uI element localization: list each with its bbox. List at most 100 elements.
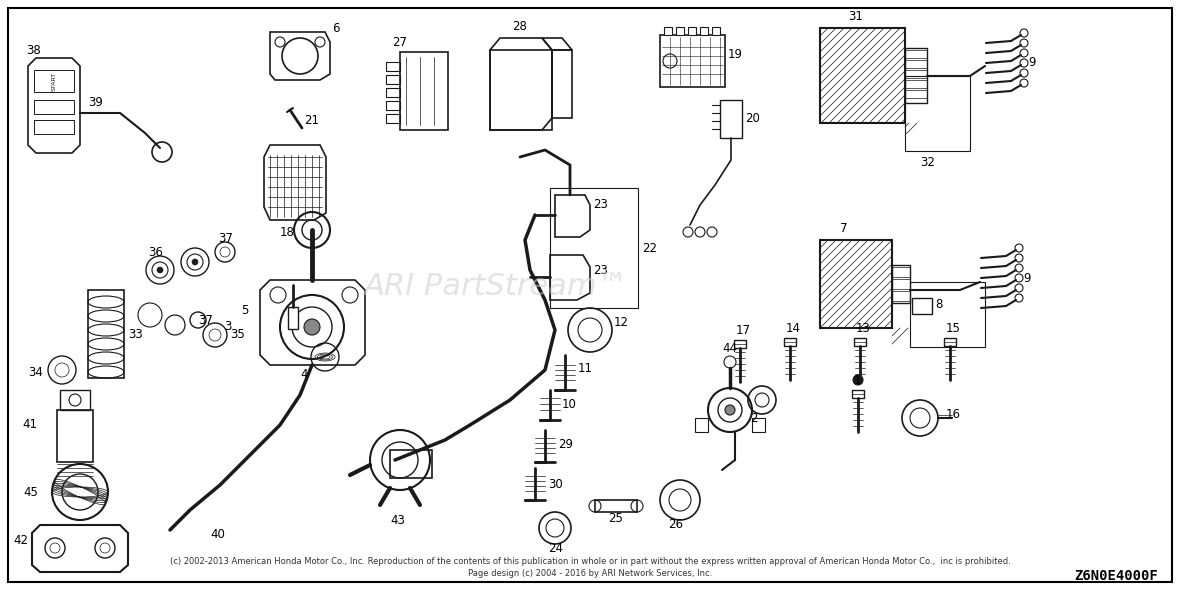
Bar <box>386 88 400 97</box>
Circle shape <box>192 259 198 265</box>
Bar <box>34 100 74 114</box>
Text: 7: 7 <box>840 221 847 234</box>
Text: 26: 26 <box>668 517 683 530</box>
Text: 36: 36 <box>148 245 163 258</box>
Bar <box>386 62 400 71</box>
Bar <box>720 100 742 138</box>
Bar <box>905 48 927 103</box>
Bar <box>386 101 400 110</box>
Bar <box>550 188 638 308</box>
Text: Page design (c) 2004 - 2016 by ARI Network Services, Inc.: Page design (c) 2004 - 2016 by ARI Netwo… <box>468 569 712 579</box>
Text: 44: 44 <box>722 342 738 355</box>
Text: 24: 24 <box>548 542 563 555</box>
Text: 8: 8 <box>935 299 943 312</box>
Bar <box>60 390 90 410</box>
Bar <box>905 70 927 78</box>
Text: 19: 19 <box>728 48 743 61</box>
Bar <box>852 390 864 398</box>
Bar <box>34 70 74 92</box>
Text: ARI PartStream™: ARI PartStream™ <box>363 271 628 301</box>
Bar <box>892 279 910 289</box>
Text: 41: 41 <box>22 418 37 431</box>
Circle shape <box>853 375 863 385</box>
Bar <box>688 27 696 35</box>
Text: 4: 4 <box>300 369 308 382</box>
Bar <box>905 90 927 98</box>
Bar <box>676 27 684 35</box>
Text: 2: 2 <box>750 411 758 424</box>
Text: 31: 31 <box>848 9 863 22</box>
Bar <box>912 298 932 314</box>
Bar <box>595 500 637 512</box>
Text: 28: 28 <box>512 19 527 32</box>
Text: 33: 33 <box>127 329 143 342</box>
Text: 37: 37 <box>198 313 212 326</box>
Circle shape <box>725 405 735 415</box>
Text: 34: 34 <box>28 365 42 379</box>
Text: 15: 15 <box>946 322 961 335</box>
Text: 23: 23 <box>594 264 608 277</box>
Text: 16: 16 <box>946 408 961 421</box>
Bar <box>391 450 432 478</box>
Bar <box>905 80 927 88</box>
Text: 35: 35 <box>230 329 244 342</box>
Bar <box>905 60 927 68</box>
Text: 23: 23 <box>594 198 608 211</box>
Text: 17: 17 <box>736 323 750 336</box>
Bar <box>854 338 866 346</box>
Bar <box>820 240 892 328</box>
Text: 1: 1 <box>854 373 861 386</box>
Bar <box>734 340 746 348</box>
Bar <box>660 35 725 87</box>
Text: 38: 38 <box>26 44 41 57</box>
Text: 12: 12 <box>614 316 629 329</box>
Text: START: START <box>52 71 57 90</box>
Text: 42: 42 <box>13 533 28 546</box>
Bar <box>664 27 671 35</box>
Text: 9: 9 <box>1023 271 1030 284</box>
Text: 18: 18 <box>280 227 295 240</box>
Bar <box>892 291 910 301</box>
Text: 10: 10 <box>562 398 577 411</box>
Bar <box>34 120 74 134</box>
Bar <box>784 338 797 346</box>
Circle shape <box>304 319 320 335</box>
Text: 37: 37 <box>218 231 232 244</box>
Text: (c) 2002-2013 American Honda Motor Co., Inc. Reproduction of the contents of thi: (c) 2002-2013 American Honda Motor Co., … <box>170 558 1010 566</box>
Text: 21: 21 <box>304 113 319 126</box>
Text: 6: 6 <box>332 21 340 34</box>
Circle shape <box>157 267 163 273</box>
Bar <box>288 307 299 329</box>
Text: Z6N0E4000F: Z6N0E4000F <box>1074 569 1158 583</box>
Bar <box>386 114 400 123</box>
Text: 32: 32 <box>920 156 935 169</box>
Text: 13: 13 <box>856 322 871 335</box>
Bar <box>386 75 400 84</box>
Text: 39: 39 <box>88 96 103 109</box>
Text: 45: 45 <box>24 486 38 499</box>
Text: 30: 30 <box>548 477 563 490</box>
Bar <box>892 267 910 277</box>
Text: 9: 9 <box>1028 57 1036 70</box>
Text: 27: 27 <box>392 35 407 48</box>
Bar <box>700 27 708 35</box>
Text: 40: 40 <box>210 529 225 542</box>
Bar <box>910 282 985 347</box>
Bar <box>57 410 93 462</box>
Text: 20: 20 <box>745 112 760 124</box>
Text: 3: 3 <box>224 320 232 333</box>
Text: 11: 11 <box>578 362 594 375</box>
Text: 14: 14 <box>786 322 801 335</box>
Bar <box>820 28 905 123</box>
Text: 43: 43 <box>391 513 405 526</box>
Text: 25: 25 <box>608 512 623 525</box>
Text: 5: 5 <box>241 303 248 316</box>
Bar <box>905 50 927 58</box>
Bar <box>88 290 124 378</box>
Text: 22: 22 <box>642 241 657 254</box>
Text: 29: 29 <box>558 438 573 451</box>
Bar <box>400 52 448 130</box>
Bar <box>490 50 552 130</box>
Bar <box>944 338 956 346</box>
Bar <box>712 27 720 35</box>
